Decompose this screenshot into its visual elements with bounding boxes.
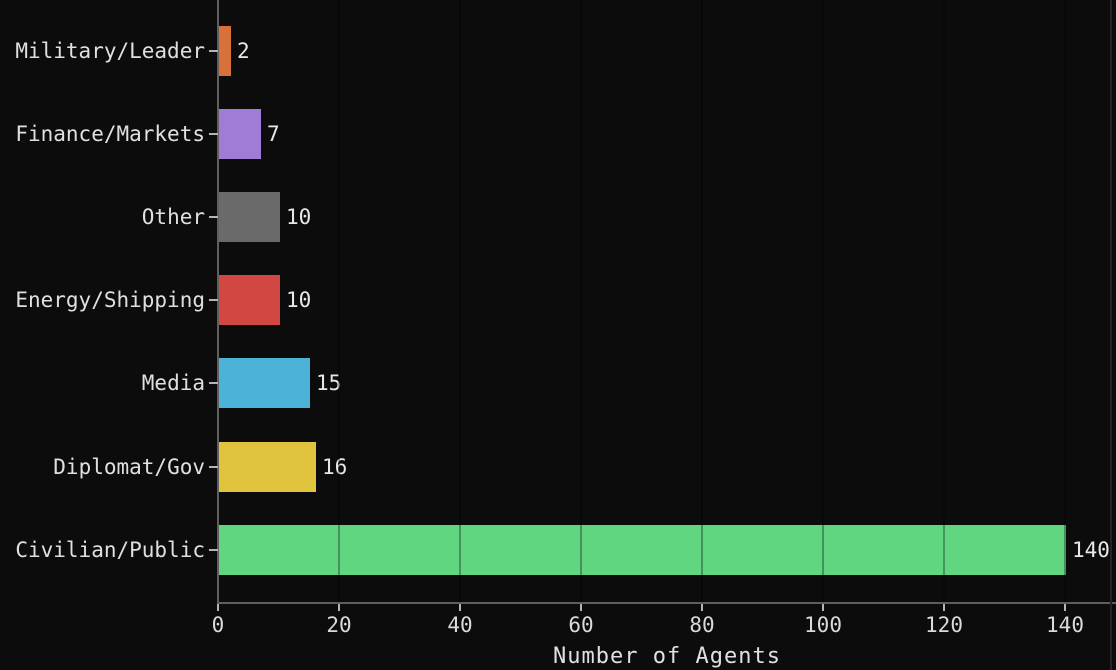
x-tick-mark bbox=[822, 604, 824, 611]
x-tick-mark bbox=[701, 604, 703, 611]
x-tick-mark bbox=[338, 604, 340, 611]
bar-value-label: 2 bbox=[237, 39, 250, 63]
bar-value-label: 15 bbox=[316, 371, 342, 396]
bar bbox=[219, 109, 261, 160]
x-tick-label: 20 bbox=[326, 613, 352, 637]
x-tick-mark bbox=[943, 604, 945, 611]
x-axis-label: Number of Agents bbox=[553, 644, 781, 669]
gridline bbox=[338, 0, 340, 602]
gridline bbox=[1064, 0, 1066, 602]
right-edge-line bbox=[1110, 0, 1112, 670]
bar-value-label: 10 bbox=[286, 288, 312, 313]
category-label: Other bbox=[141, 205, 205, 230]
x-tick-mark bbox=[580, 604, 582, 611]
x-tick-mark bbox=[459, 604, 461, 611]
x-tick-mark bbox=[1064, 604, 1066, 611]
x-tick-mark bbox=[217, 604, 219, 611]
bar bbox=[219, 275, 280, 326]
x-tick-label: 120 bbox=[925, 613, 963, 637]
bar-value-label: 140 bbox=[1072, 537, 1110, 562]
category-label: Media bbox=[141, 371, 205, 396]
bar bbox=[219, 358, 310, 409]
bar bbox=[219, 441, 316, 492]
x-tick-label: 60 bbox=[568, 613, 594, 637]
category-label: Energy/Shipping bbox=[15, 288, 205, 313]
gridline bbox=[943, 0, 945, 602]
x-tick-label: 100 bbox=[804, 613, 842, 637]
y-tick-mark bbox=[209, 465, 218, 468]
y-tick-mark bbox=[209, 548, 218, 551]
x-tick-label: 80 bbox=[689, 613, 715, 637]
y-axis-spine bbox=[217, 0, 219, 602]
category-label: Military/Leader bbox=[15, 39, 205, 63]
bar-value-label: 16 bbox=[322, 454, 348, 479]
bar bbox=[219, 192, 280, 243]
x-axis-spine bbox=[217, 602, 1116, 604]
x-tick-label: 40 bbox=[447, 613, 473, 637]
y-tick-mark bbox=[209, 299, 218, 302]
x-tick-label: 140 bbox=[1046, 613, 1084, 637]
y-tick-mark bbox=[209, 50, 218, 52]
y-tick-mark bbox=[209, 382, 218, 385]
gridline bbox=[580, 0, 582, 602]
gridline bbox=[701, 0, 703, 602]
bar bbox=[219, 524, 1066, 575]
gridline bbox=[822, 0, 824, 602]
category-label: Diplomat/Gov bbox=[53, 454, 205, 479]
bar-value-label: 7 bbox=[267, 122, 280, 147]
y-tick-mark bbox=[209, 216, 218, 219]
category-label: Finance/Markets bbox=[15, 122, 205, 147]
bar bbox=[219, 26, 231, 76]
bar-value-label: 10 bbox=[286, 205, 312, 230]
x-tick-label: 0 bbox=[211, 613, 225, 637]
category-label: Civilian/Public bbox=[15, 537, 205, 562]
gridline bbox=[459, 0, 461, 602]
y-tick-mark bbox=[209, 133, 218, 136]
